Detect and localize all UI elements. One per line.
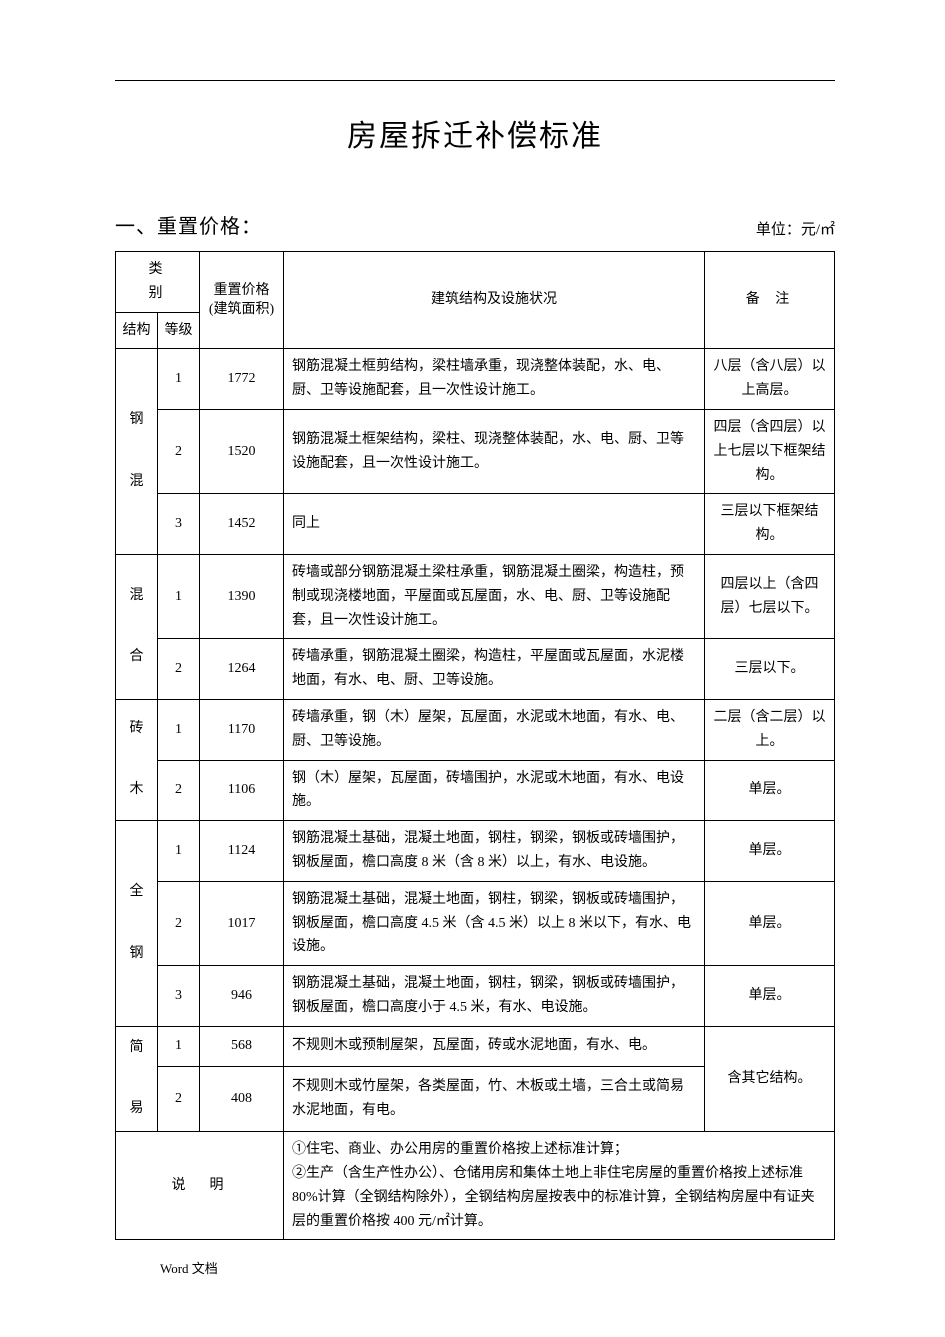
note-cell: 单层。 xyxy=(705,966,835,1027)
note-cell: 三层以下。 xyxy=(705,639,835,700)
page-content: 房屋拆迁补偿标准 一、重置价格： 单位：元/㎡ 类 别重置价格(建筑面积)建筑结… xyxy=(115,80,835,1240)
header-grade: 等级 xyxy=(158,312,200,349)
section-header-row: 一、重置价格： 单位：元/㎡ xyxy=(115,210,835,239)
desc-cell: 砖墙承重，钢（木）屋架，瓦屋面，水泥或木地面，有水、电、厨、卫等设施。 xyxy=(284,699,705,760)
explain-row: 说明①住宅、商业、办公用房的重置价格按上述标准计算；②生产（含生产性办公）、仓储… xyxy=(116,1132,835,1240)
price-cell: 1170 xyxy=(200,699,284,760)
price-cell: 1106 xyxy=(200,760,284,821)
grade-cell: 1 xyxy=(158,554,200,638)
page-footer: Word 文档 xyxy=(160,1258,218,1277)
grade-cell: 1 xyxy=(158,699,200,760)
grade-cell: 3 xyxy=(158,494,200,555)
header-note: 备 注 xyxy=(705,252,835,349)
desc-cell: 同上 xyxy=(284,494,705,555)
table-row: 混合11390砖墙或部分钢筋混凝土梁柱承重，钢筋混凝土圈梁，构造柱，预制或现浇楼… xyxy=(116,554,835,638)
table-row: 21264砖墙承重，钢筋混凝土圈梁，构造柱，平屋面或瓦屋面，水泥楼地面，有水、电… xyxy=(116,639,835,700)
note-cell: 四层以上（含四层）七层以下。 xyxy=(705,554,835,638)
header-desc: 建筑结构及设施状况 xyxy=(284,252,705,349)
table-row: 钢混11772钢筋混凝土框剪结构，梁柱墙承重，现浇整体装配，水、电、厨、卫等设施… xyxy=(116,349,835,410)
grade-cell: 1 xyxy=(158,821,200,882)
header-category: 类 别 xyxy=(116,252,200,313)
desc-cell: 钢筋混凝土框剪结构，梁柱墙承重，现浇整体装配，水、电、厨、卫等设施配套，且一次性… xyxy=(284,349,705,410)
desc-cell: 钢筋混凝土基础，混凝土地面，钢柱，钢梁，钢板或砖墙围护，钢板屋面，檐口高度小于 … xyxy=(284,966,705,1027)
grade-cell: 2 xyxy=(158,881,200,965)
table-row: 全钢11124钢筋混凝土基础，混凝土地面，钢柱，钢梁，钢板或砖墙围护，钢板屋面，… xyxy=(116,821,835,882)
grade-cell: 2 xyxy=(158,1066,200,1132)
table-row: 简易1568不规则木或预制屋架，瓦屋面，砖或水泥地面，有水、电。含其它结构。 xyxy=(116,1026,835,1066)
price-cell: 946 xyxy=(200,966,284,1027)
desc-cell: 砖墙或部分钢筋混凝土梁柱承重，钢筋混凝土圈梁，构造柱，预制或现浇楼地面，平屋面或… xyxy=(284,554,705,638)
table-row: 21017钢筋混凝土基础，混凝土地面，钢柱，钢梁，钢板或砖墙围护，钢板屋面，檐口… xyxy=(116,881,835,965)
note-cell: 单层。 xyxy=(705,881,835,965)
note-cell: 单层。 xyxy=(705,821,835,882)
desc-cell: 钢筋混凝土基础，混凝土地面，钢柱，钢梁，钢板或砖墙围护，钢板屋面，檐口高度 4.… xyxy=(284,881,705,965)
header-price: 重置价格(建筑面积) xyxy=(200,252,284,349)
explain-body: ①住宅、商业、办公用房的重置价格按上述标准计算；②生产（含生产性办公）、仓储用房… xyxy=(284,1132,835,1240)
note-cell: 四层（含四层）以上七层以下框架结构。 xyxy=(705,409,835,493)
note-cell: 单层。 xyxy=(705,760,835,821)
note-cell: 二层（含二层）以上。 xyxy=(705,699,835,760)
price-cell: 1452 xyxy=(200,494,284,555)
grade-cell: 2 xyxy=(158,409,200,493)
note-cell: 含其它结构。 xyxy=(705,1026,835,1131)
price-cell: 1124 xyxy=(200,821,284,882)
grade-cell: 1 xyxy=(158,1026,200,1066)
table-row: 31452同上三层以下框架结构。 xyxy=(116,494,835,555)
unit-label: 单位：元/㎡ xyxy=(756,218,835,239)
price-cell: 1017 xyxy=(200,881,284,965)
price-cell: 408 xyxy=(200,1066,284,1132)
structure-group-label: 钢混 xyxy=(116,349,158,555)
price-cell: 1772 xyxy=(200,349,284,410)
desc-cell: 砖墙承重，钢筋混凝土圈梁，构造柱，平屋面或瓦屋面，水泥楼地面，有水、电、厨、卫等… xyxy=(284,639,705,700)
structure-group-label: 砖木 xyxy=(116,699,158,820)
table-row: 21106钢（木）屋架，瓦屋面，砖墙围护，水泥或木地面，有水、电设施。单层。 xyxy=(116,760,835,821)
structure-group-label: 混合 xyxy=(116,554,158,699)
header-structure: 结构 xyxy=(116,312,158,349)
compensation-table: 类 别重置价格(建筑面积)建筑结构及设施状况备 注结构等级钢混11772钢筋混凝… xyxy=(115,251,835,1240)
structure-group-label: 简易 xyxy=(116,1026,158,1131)
note-cell: 八层（含八层）以上高层。 xyxy=(705,349,835,410)
note-cell: 三层以下框架结构。 xyxy=(705,494,835,555)
desc-cell: 不规则木或竹屋架，各类屋面，竹、木板或土墙，三合土或简易水泥地面，有电。 xyxy=(284,1066,705,1132)
top-rule xyxy=(115,80,835,81)
desc-cell: 不规则木或预制屋架，瓦屋面，砖或水泥地面，有水、电。 xyxy=(284,1026,705,1066)
grade-cell: 2 xyxy=(158,760,200,821)
structure-group-label: 全钢 xyxy=(116,821,158,1027)
explain-label: 说明 xyxy=(116,1132,284,1240)
grade-cell: 3 xyxy=(158,966,200,1027)
grade-cell: 2 xyxy=(158,639,200,700)
price-cell: 1264 xyxy=(200,639,284,700)
grade-cell: 1 xyxy=(158,349,200,410)
price-cell: 1390 xyxy=(200,554,284,638)
table-row: 砖木11170砖墙承重，钢（木）屋架，瓦屋面，水泥或木地面，有水、电、厨、卫等设… xyxy=(116,699,835,760)
table-row: 3946钢筋混凝土基础，混凝土地面，钢柱，钢梁，钢板或砖墙围护，钢板屋面，檐口高… xyxy=(116,966,835,1027)
price-cell: 568 xyxy=(200,1026,284,1066)
document-title: 房屋拆迁补偿标准 xyxy=(115,111,835,155)
desc-cell: 钢筋混凝土框架结构，梁柱、现浇整体装配，水、电、厨、卫等设施配套，且一次性设计施… xyxy=(284,409,705,493)
desc-cell: 钢筋混凝土基础，混凝土地面，钢柱，钢梁，钢板或砖墙围护，钢板屋面，檐口高度 8 … xyxy=(284,821,705,882)
table-row: 21520钢筋混凝土框架结构，梁柱、现浇整体装配，水、电、厨、卫等设施配套，且一… xyxy=(116,409,835,493)
desc-cell: 钢（木）屋架，瓦屋面，砖墙围护，水泥或木地面，有水、电设施。 xyxy=(284,760,705,821)
section-heading: 一、重置价格： xyxy=(115,210,262,239)
price-cell: 1520 xyxy=(200,409,284,493)
